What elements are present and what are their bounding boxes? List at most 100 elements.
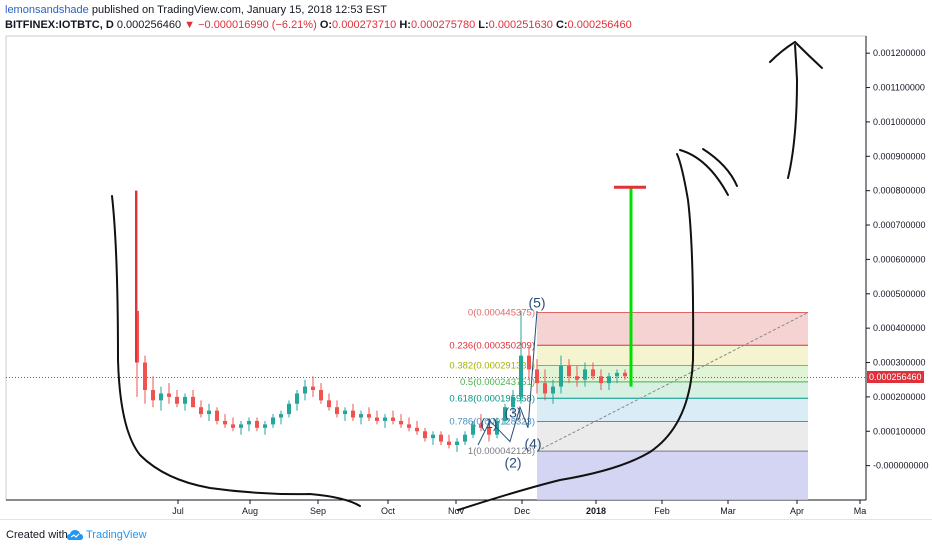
- candle-body: [311, 386, 315, 391]
- candle-body: [191, 396, 195, 408]
- fib-zone: [537, 398, 808, 422]
- candle-body: [479, 424, 483, 428]
- x-tick-label: 2018: [586, 506, 606, 516]
- candle-body: [607, 376, 611, 384]
- candle-body: [367, 414, 371, 418]
- y-tick-label: 0.001200000: [873, 48, 926, 58]
- high-value: 0.000275780: [410, 19, 476, 31]
- candle-body: [303, 386, 307, 394]
- candle-body: [287, 403, 291, 415]
- footer: Created with TradingView: [0, 519, 932, 551]
- candle-body: [359, 414, 363, 418]
- x-tick-label: Oct: [381, 506, 396, 516]
- high-label: H:: [399, 19, 411, 31]
- author-link[interactable]: lemonsandshade: [5, 4, 89, 16]
- created-with-text: Created with: [6, 529, 68, 541]
- candle-body: [167, 393, 171, 397]
- candle-body: [335, 407, 339, 415]
- publish-header: lemonsandshade published on TradingView.…: [5, 3, 387, 17]
- fib-level-label: 0.786(0.000128323): [449, 417, 535, 428]
- y-tick-label: 0.000800000: [873, 186, 926, 196]
- x-tick-label: Feb: [654, 506, 670, 516]
- y-tick-label: 0.000900000: [873, 151, 926, 161]
- y-tick-label: 0.000600000: [873, 254, 926, 264]
- candle-body: [151, 390, 155, 401]
- candle-body: [159, 393, 163, 401]
- candle-body: [551, 386, 555, 394]
- candle-body: [543, 383, 547, 394]
- fib-level-label: 0.236(0.000350209): [449, 340, 535, 351]
- candle-body: [431, 434, 435, 439]
- candle-body: [615, 372, 619, 377]
- fib-level-label: 1(0.000042128): [468, 446, 535, 457]
- x-tick-label: Sep: [310, 506, 326, 516]
- candle-body: [383, 417, 387, 421]
- y-tick-label: 0.001000000: [873, 117, 926, 127]
- hand-drawn-stroke: [111, 195, 361, 507]
- candle-body: [391, 417, 395, 421]
- tradingview-brand[interactable]: TradingView: [86, 529, 147, 541]
- wave-path: [477, 310, 538, 446]
- y-tick-label: -0.000000000: [873, 461, 929, 471]
- y-tick-label: 0.000300000: [873, 358, 926, 368]
- candle-body: [591, 369, 595, 377]
- fib-level-label: 0.618(0.000195958): [449, 393, 535, 404]
- wave-label: (5): [528, 295, 545, 311]
- tradingview-cloud-icon[interactable]: [66, 528, 84, 542]
- candle-body: [271, 417, 275, 425]
- candle-body: [327, 400, 331, 408]
- candle-body: [623, 372, 627, 377]
- candle-body: [279, 414, 283, 418]
- open-label: O:: [319, 19, 333, 31]
- hand-drawn-stroke: [702, 148, 738, 187]
- candle-body: [223, 420, 227, 425]
- candle-body: [351, 410, 355, 418]
- y-tick-label: 0.000200000: [873, 392, 926, 402]
- candle-body: [239, 424, 243, 428]
- candle-body: [503, 407, 507, 421]
- y-tick-label: 0.000500000: [873, 289, 926, 299]
- x-tick-label: Nov: [448, 506, 465, 516]
- candle-body: [375, 417, 379, 421]
- y-tick-label: 0.001100000: [873, 83, 925, 93]
- hand-drawn-stroke: [787, 44, 799, 179]
- candle-body: [439, 434, 443, 442]
- fib-level-label: 0.5(0.000243751): [460, 377, 535, 388]
- candle-body: [263, 424, 267, 428]
- candle-body: [175, 396, 179, 404]
- publish-info: published on TradingView.com, January 15…: [88, 4, 388, 16]
- price-chart[interactable]: 0.001200000 0.001100000 0.001000000 0.00090…: [0, 0, 932, 519]
- fib-zone: [537, 421, 808, 452]
- candle-body: [343, 410, 347, 415]
- candle-body: [255, 420, 259, 428]
- fib-zone: [537, 381, 808, 399]
- candle-body: [511, 396, 515, 408]
- candle-body: [575, 376, 579, 380]
- candle-body: [215, 410, 219, 421]
- fib-zone: [537, 345, 808, 366]
- low-value: 0.000251630: [488, 19, 553, 31]
- y-tick-label: 0.000700000: [873, 220, 926, 230]
- x-tick-label: Jul: [172, 506, 184, 516]
- symbol-legend: BITFINEX:IOTBTC, D 0.000256460 ▼ −0.0000…: [5, 18, 632, 32]
- fib-zone: [537, 365, 808, 382]
- wave-label: (4): [524, 435, 541, 451]
- candle-body: [319, 390, 323, 401]
- close-label: C:: [555, 19, 568, 31]
- symbol-name[interactable]: BITFINEX:IOTBTC, D: [5, 19, 114, 31]
- candle-body: [295, 393, 299, 404]
- candle-body: [231, 424, 235, 428]
- x-tick-label: Apr: [790, 506, 804, 516]
- wave-label: (3): [504, 405, 521, 421]
- hand-drawn-stroke: [679, 149, 729, 196]
- candle-body: [407, 424, 411, 428]
- y-tick-label: 0.000400000: [873, 323, 926, 333]
- candle-body: [583, 369, 587, 380]
- fib-trend-line: [536, 312, 809, 452]
- candle-body: [415, 427, 419, 432]
- hand-drawn-stroke: [769, 40, 823, 69]
- candle-body: [471, 424, 475, 435]
- last-price-tag: 0.000256460: [867, 371, 924, 384]
- candle-body: [399, 420, 403, 425]
- candle-body: [143, 362, 147, 391]
